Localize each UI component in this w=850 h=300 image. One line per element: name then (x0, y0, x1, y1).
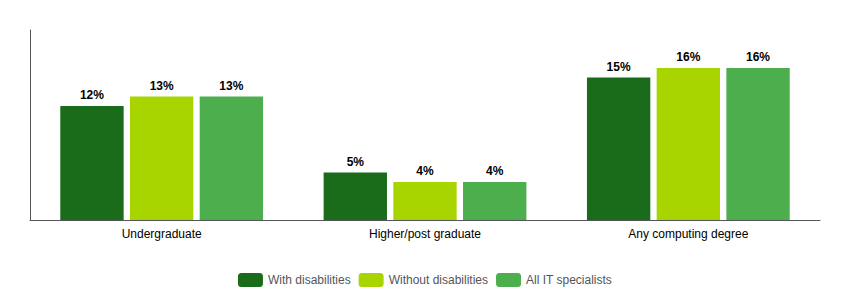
svg-text:12%: 12% (80, 88, 104, 102)
svg-text:4%: 4% (486, 164, 504, 178)
svg-text:Any computing degree: Any computing degree (628, 227, 748, 241)
svg-text:Undergraduate: Undergraduate (122, 227, 202, 241)
svg-text:16%: 16% (746, 50, 770, 64)
svg-text:16%: 16% (676, 50, 700, 64)
svg-text:Without disabilities: Without disabilities (389, 273, 488, 287)
svg-text:4%: 4% (416, 164, 434, 178)
svg-text:All IT specialists: All IT specialists (526, 273, 612, 287)
svg-text:5%: 5% (347, 155, 365, 169)
svg-text:Higher/post graduate: Higher/post graduate (369, 227, 481, 241)
svg-text:13%: 13% (219, 79, 243, 93)
svg-text:13%: 13% (150, 79, 174, 93)
svg-text:15%: 15% (607, 60, 631, 74)
svg-text:With disabilities: With disabilities (268, 273, 351, 287)
